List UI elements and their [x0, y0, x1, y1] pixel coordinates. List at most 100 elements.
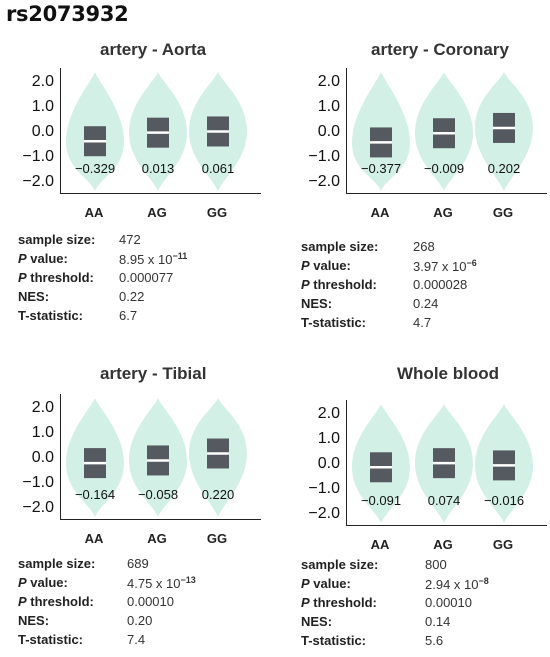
nes-label: NES: — [301, 296, 333, 311]
sample-size-value: 800 — [425, 557, 447, 572]
y-tick-label: 2.0 — [31, 399, 54, 416]
t-statistic-value: 7.4 — [127, 632, 146, 647]
x-category-label: AA — [84, 531, 104, 546]
plot-axes: −0.377 −0.009 0.202 — [346, 68, 547, 194]
p-value-value: 4.75 x 10−13 — [127, 575, 196, 591]
y-tick-label: 1.0 — [31, 424, 54, 441]
t-statistic-value: 4.7 — [413, 315, 432, 330]
p-rest: value: — [26, 575, 68, 590]
p-threshold-value: 0.00010 — [425, 595, 472, 610]
x-category-label: AG — [433, 537, 453, 552]
median-value-label: 0.061 — [202, 161, 235, 176]
stat-row-p-value: P value: 2.94 x 10−8 — [301, 576, 541, 595]
stat-row-p-threshold: P threshold: 0.00010 — [18, 594, 258, 613]
p-italic: P — [301, 576, 310, 591]
p-value-label: P value: — [301, 576, 351, 591]
stat-row-p-threshold: P threshold: 0.00010 — [301, 595, 541, 614]
y-tick-label: 1.0 — [317, 430, 340, 447]
stat-row-p-threshold: P threshold: 0.000028 — [301, 277, 541, 296]
stat-row-nes: NES: 0.20 — [18, 613, 258, 632]
p-rest: value: — [26, 251, 68, 266]
p-threshold-label: P threshold: — [301, 595, 377, 610]
p-italic: P — [301, 258, 310, 273]
y-tick-label: 0.0 — [31, 449, 54, 466]
stat-row-p-value: P value: 3.97 x 10−6 — [301, 258, 541, 277]
median-value-label: −0.329 — [75, 161, 115, 176]
p-threshold-value: 0.000077 — [119, 270, 174, 285]
stat-row-nes: NES: 0.22 — [18, 289, 258, 308]
x-category-label: GG — [206, 531, 228, 546]
y-tick-label: 0.0 — [317, 455, 340, 472]
y-tick-label: −2.0 — [22, 173, 54, 190]
p-value-base: 2.94 x 10 — [425, 577, 479, 592]
median-value-label: −0.091 — [361, 493, 401, 508]
page-title: rs2073932 — [6, 2, 129, 26]
nes-label: NES: — [301, 614, 333, 629]
median-value-label: −0.009 — [424, 161, 464, 176]
violin-plot-svg: −0.329 0.013 0.061 — [66, 72, 247, 191]
plot-axes: −0.329 0.013 0.061 — [60, 68, 261, 194]
x-category-label: AA — [84, 205, 104, 220]
p-italic: P — [301, 277, 310, 292]
p-italic: P — [18, 251, 27, 266]
nes-value: 0.22 — [119, 289, 145, 304]
p-italic: P — [301, 595, 310, 610]
stats-table: sample size: 268 P value: 3.97 x 10−6 P thre… — [301, 239, 541, 334]
y-tick-label: 1.0 — [317, 98, 340, 115]
t-statistic-label: T-statistic: — [301, 315, 367, 330]
p-italic: P — [18, 575, 27, 590]
median-value-label: 0.220 — [202, 487, 235, 502]
y-tick-label: 2.0 — [31, 73, 54, 90]
stat-row-nes: NES: 0.24 — [301, 296, 541, 315]
t-statistic-label: T-statistic: — [18, 308, 84, 323]
y-tick-label: −1.0 — [22, 148, 54, 165]
x-category-label: GG — [206, 205, 228, 220]
y-tick-label: 2.0 — [317, 405, 340, 422]
p-italic: P — [18, 594, 27, 609]
median-value-label: −0.377 — [361, 161, 401, 176]
t-statistic-label: T-statistic: — [301, 633, 367, 648]
nes-label: NES: — [18, 289, 50, 304]
x-category-label: AG — [147, 205, 167, 220]
stat-row-p-threshold: P threshold: 0.000077 — [18, 270, 258, 289]
x-category-label: AG — [433, 205, 453, 220]
p-rest: value: — [309, 258, 351, 273]
median-value-label: −0.164 — [75, 487, 115, 502]
chart-title: Whole blood — [397, 364, 499, 383]
y-tick-label: −1.0 — [308, 480, 340, 497]
stats-table: sample size: 689 P value: 4.75 x 10−13 P thr… — [18, 556, 258, 651]
stat-row-nes: NES: 0.14 — [301, 614, 541, 633]
p-rest: threshold: — [26, 594, 94, 609]
t-statistic-value: 5.6 — [425, 633, 444, 648]
sample-size-label: sample size: — [18, 556, 96, 571]
stat-row-t-statistic: T-statistic: 6.7 — [18, 308, 258, 327]
t-statistic-label: T-statistic: — [18, 632, 84, 647]
nes-label: NES: — [18, 613, 50, 628]
chart-title: artery - Aorta — [100, 40, 207, 59]
y-tick-label: 2.0 — [317, 73, 340, 90]
y-tick-label: −2.0 — [308, 173, 340, 190]
y-tick-label: −1.0 — [22, 474, 54, 491]
stat-row-sample-size: sample size: 800 — [301, 557, 541, 576]
p-rest: threshold: — [309, 595, 377, 610]
stat-row-sample-size: sample size: 472 — [18, 232, 258, 251]
p-threshold-value: 0.00010 — [127, 594, 174, 609]
p-value-exponent: −13 — [180, 575, 196, 585]
t-statistic-value: 6.7 — [119, 308, 138, 323]
p-italic: P — [18, 270, 27, 285]
nes-value: 0.24 — [413, 296, 439, 311]
chart-panel — [0, 0, 265, 300]
plot-axes: −0.091 0.074 −0.016 — [346, 400, 547, 526]
p-value-base: 4.75 x 10 — [127, 576, 181, 591]
p-value-exponent: −8 — [478, 576, 489, 586]
median-value-label: −0.016 — [484, 493, 524, 508]
x-category-label: AG — [147, 531, 167, 546]
x-category-label: AA — [370, 537, 390, 552]
chart-title: artery - Coronary — [371, 40, 509, 59]
stat-row-t-statistic: T-statistic: 5.6 — [301, 633, 541, 652]
x-category-label: AA — [370, 205, 390, 220]
median-value-label: 0.202 — [488, 161, 521, 176]
stat-row-t-statistic: T-statistic: 4.7 — [301, 315, 541, 334]
stat-row-p-value: P value: 4.75 x 10−13 — [18, 575, 258, 594]
stats-table: sample size: 800 P value: 2.94 x 10−8 P thre… — [301, 557, 541, 652]
